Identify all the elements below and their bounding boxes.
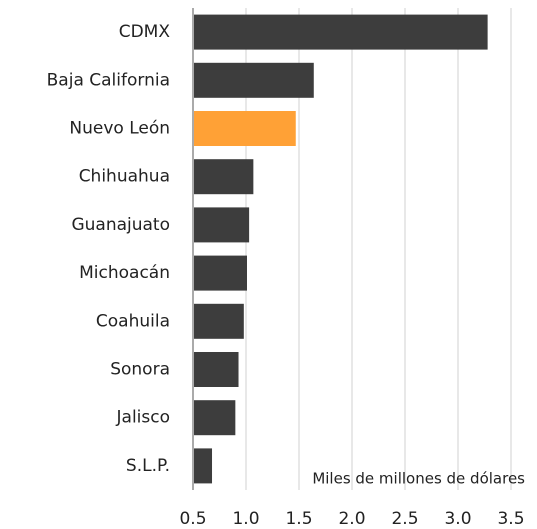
x-tick-label: 2.5 xyxy=(391,509,418,529)
bar xyxy=(194,400,236,436)
x-tick-label: 2.0 xyxy=(338,509,365,529)
y-tick-label: Coahuila xyxy=(96,311,170,331)
y-tick-label: Baja California xyxy=(47,70,170,90)
x-tick-label: 1.5 xyxy=(285,509,312,529)
y-tick-label: Chihuahua xyxy=(79,167,170,187)
x-axis-label: Miles de millones de dólares xyxy=(312,470,525,488)
bar xyxy=(194,159,254,195)
bar xyxy=(194,111,296,146)
bar xyxy=(194,448,213,484)
y-tick-label: Jalisco xyxy=(116,408,170,428)
y-tick-label: CDMX xyxy=(119,22,171,42)
bar xyxy=(194,255,247,291)
y-tick-label: S.L.P. xyxy=(126,456,170,476)
x-tick-label: 0.5 xyxy=(179,509,206,529)
x-tick-label: 1.0 xyxy=(232,509,259,529)
y-tick-label: Sonora xyxy=(110,360,170,380)
bar xyxy=(194,207,250,243)
x-tick-label: 3.5 xyxy=(497,509,524,529)
bar xyxy=(194,62,314,98)
y-tick-label: Guanajuato xyxy=(71,215,170,235)
y-tick-label: Nuevo León xyxy=(69,119,170,139)
bar xyxy=(194,14,488,50)
bar xyxy=(194,303,244,339)
x-tick-label: 3.0 xyxy=(444,509,471,529)
bar xyxy=(194,352,239,387)
y-tick-label: Michoacán xyxy=(79,263,170,283)
